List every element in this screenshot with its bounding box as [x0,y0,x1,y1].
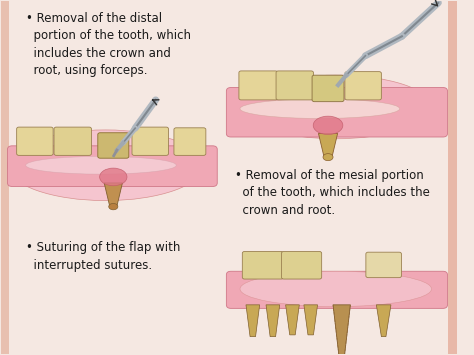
Polygon shape [333,305,350,355]
FancyBboxPatch shape [17,127,53,155]
Polygon shape [304,305,318,335]
Ellipse shape [240,271,431,307]
Ellipse shape [240,99,400,119]
Polygon shape [286,305,299,335]
Ellipse shape [109,203,118,210]
FancyBboxPatch shape [366,252,401,278]
Polygon shape [246,305,260,337]
FancyBboxPatch shape [174,128,206,155]
Ellipse shape [240,75,431,139]
Ellipse shape [313,116,343,135]
Ellipse shape [323,154,333,161]
Ellipse shape [100,168,127,186]
FancyBboxPatch shape [227,88,447,137]
FancyBboxPatch shape [276,71,313,100]
FancyBboxPatch shape [448,1,456,354]
FancyBboxPatch shape [312,75,344,102]
Ellipse shape [8,130,203,201]
FancyBboxPatch shape [282,251,322,279]
FancyBboxPatch shape [345,72,382,100]
FancyBboxPatch shape [227,271,447,308]
Polygon shape [319,133,337,157]
Polygon shape [104,183,122,206]
FancyBboxPatch shape [54,127,91,155]
Ellipse shape [26,157,176,174]
Polygon shape [376,305,391,337]
Text: • Removal of the mesial portion
  of the tooth, which includes the
  crown and r: • Removal of the mesial portion of the t… [236,169,430,217]
Polygon shape [266,305,280,337]
FancyBboxPatch shape [0,1,9,354]
FancyBboxPatch shape [132,127,168,155]
FancyBboxPatch shape [239,71,278,100]
Text: • Removal of the distal
  portion of the tooth, which
  includes the crown and
 : • Removal of the distal portion of the t… [26,12,191,77]
Text: • Suturing of the flap with
  interrupted sutures.: • Suturing of the flap with interrupted … [26,241,180,272]
FancyBboxPatch shape [242,251,283,279]
FancyBboxPatch shape [8,146,217,186]
FancyBboxPatch shape [98,133,129,158]
